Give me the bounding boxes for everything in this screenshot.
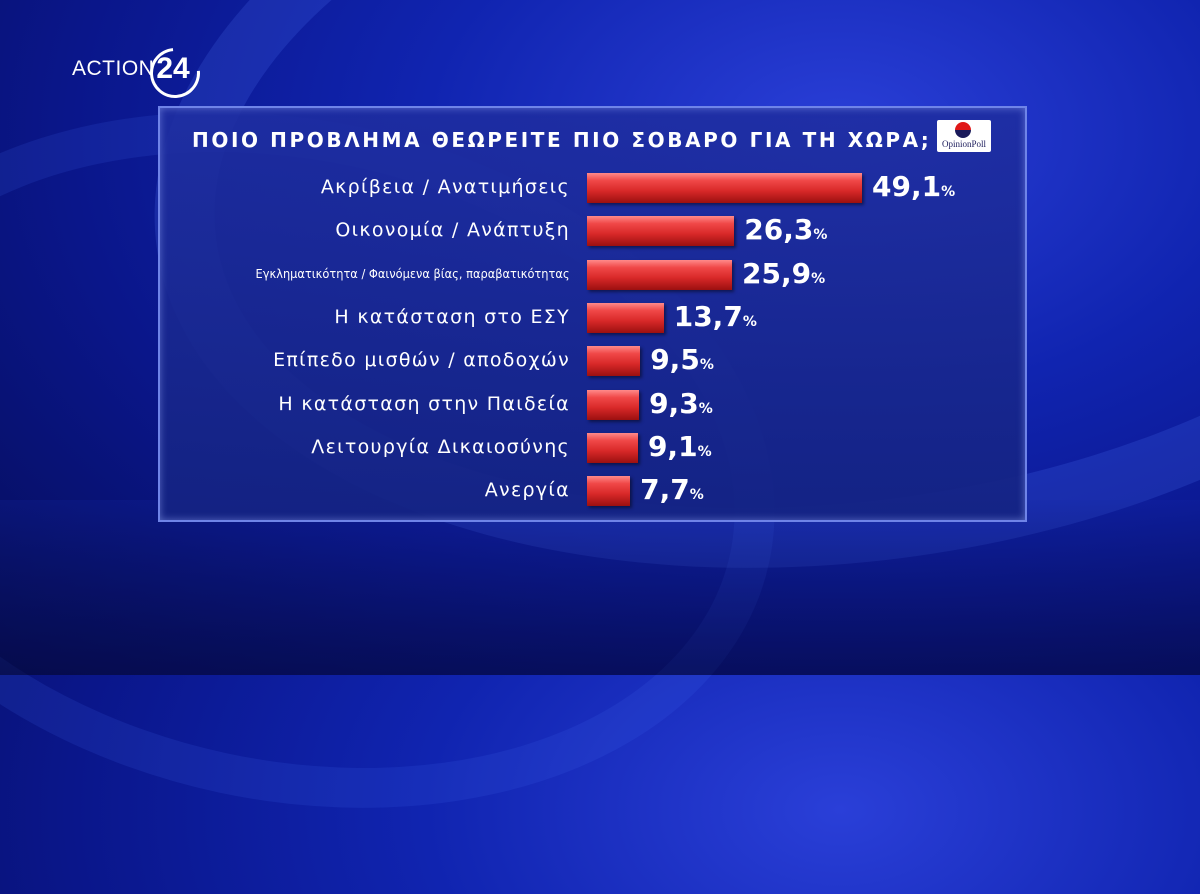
channel-logo: ACTION 24 [72, 37, 211, 109]
bar-label: Ανεργία [484, 479, 570, 502]
studio-floor [0, 500, 1200, 675]
bar-label: Η κατάσταση στο ΕΣΥ [334, 305, 570, 328]
bar-row: Λειτουργία Δικαιοσύνης 9,1% [0, 429, 1200, 471]
value-number: 49,1 [872, 170, 942, 203]
bar [587, 476, 631, 507]
value-number: 9,3 [649, 386, 699, 420]
value-unit: % [698, 400, 713, 417]
value-number: 9,5 [650, 343, 700, 377]
pollster-logo-icon [955, 122, 971, 138]
bar-row: Ανεργία 7,7% [0, 472, 1200, 514]
bar-label: Η κατάσταση στην Παιδεία [278, 392, 570, 415]
bar [587, 432, 638, 463]
bar-label: Επίπεδο μισθών / αποδοχών [273, 349, 570, 372]
value-number: 9,1 [647, 429, 698, 463]
chart-title: ΠΟΙΟ ΠΡΟΒΛΗΜΑ ΘΕΩΡΕΙΤΕ ΠΙΟ ΣΟΒΑΡΟ ΓΙΑ ΤΗ… [192, 128, 932, 152]
bar [587, 216, 735, 247]
bar-label: Ακρίβεια / Ανατιμήσεις [320, 176, 570, 198]
bar-label: Οικονομία / Ανάπτυξη [335, 219, 570, 242]
logo-ring-icon [140, 37, 211, 109]
value-unit: % [813, 227, 828, 244]
bar-row: Εγκληματικότητα / Φαινόμενα βίας, παραβα… [0, 256, 1200, 298]
bar-value-label: 25,9% [742, 256, 825, 292]
bar-row: Οικονομία / Ανάπτυξη 26,3% [0, 212, 1200, 254]
pollster-name: OpinionPoll [941, 139, 986, 149]
bar-label: Λειτουργία Δικαιοσύνης [311, 435, 570, 458]
value-unit: % [742, 313, 757, 330]
bar-value-label: 9,3% [649, 386, 713, 422]
value-number: 26,3 [744, 213, 814, 247]
bar [587, 259, 733, 290]
bar [587, 173, 862, 203]
bar-value-label: 26,3% [744, 212, 827, 248]
bar-value-label: 9,5% [650, 342, 714, 378]
bar-value-label: 49,1% [872, 169, 955, 205]
value-unit: % [699, 357, 714, 374]
value-unit: % [811, 270, 826, 287]
logo-number: 24 [140, 37, 211, 109]
bar [587, 389, 640, 420]
value-number: 25,9 [742, 256, 812, 290]
bar [587, 346, 641, 377]
bar-row: Η κατάσταση στην Παιδεία 9,3% [0, 386, 1200, 428]
bar-value-label: 7,7% [640, 472, 704, 508]
bar-value-label: 13,7% [674, 299, 757, 335]
value-number: 13,7 [673, 299, 743, 333]
bar-row: Επίπεδο μισθών / αποδοχών 9,5% [0, 342, 1200, 384]
pollster-badge: OpinionPoll [937, 120, 991, 152]
bar-row: Η κατάσταση στο ΕΣΥ 13,7% [0, 299, 1200, 341]
bar-value-label: 9,1% [648, 429, 712, 465]
bar-row: Ακρίβεια / Ανατιμήσεις 49,1% [0, 169, 1200, 211]
value-unit: % [941, 184, 956, 200]
bar [587, 302, 664, 333]
value-unit: % [689, 487, 704, 504]
value-number: 7,7 [640, 473, 690, 507]
logo-text: ACTION [72, 57, 155, 80]
bar-label: Εγκληματικότητα / Φαινόμενα βίας, παραβα… [255, 266, 570, 281]
value-unit: % [697, 443, 712, 460]
